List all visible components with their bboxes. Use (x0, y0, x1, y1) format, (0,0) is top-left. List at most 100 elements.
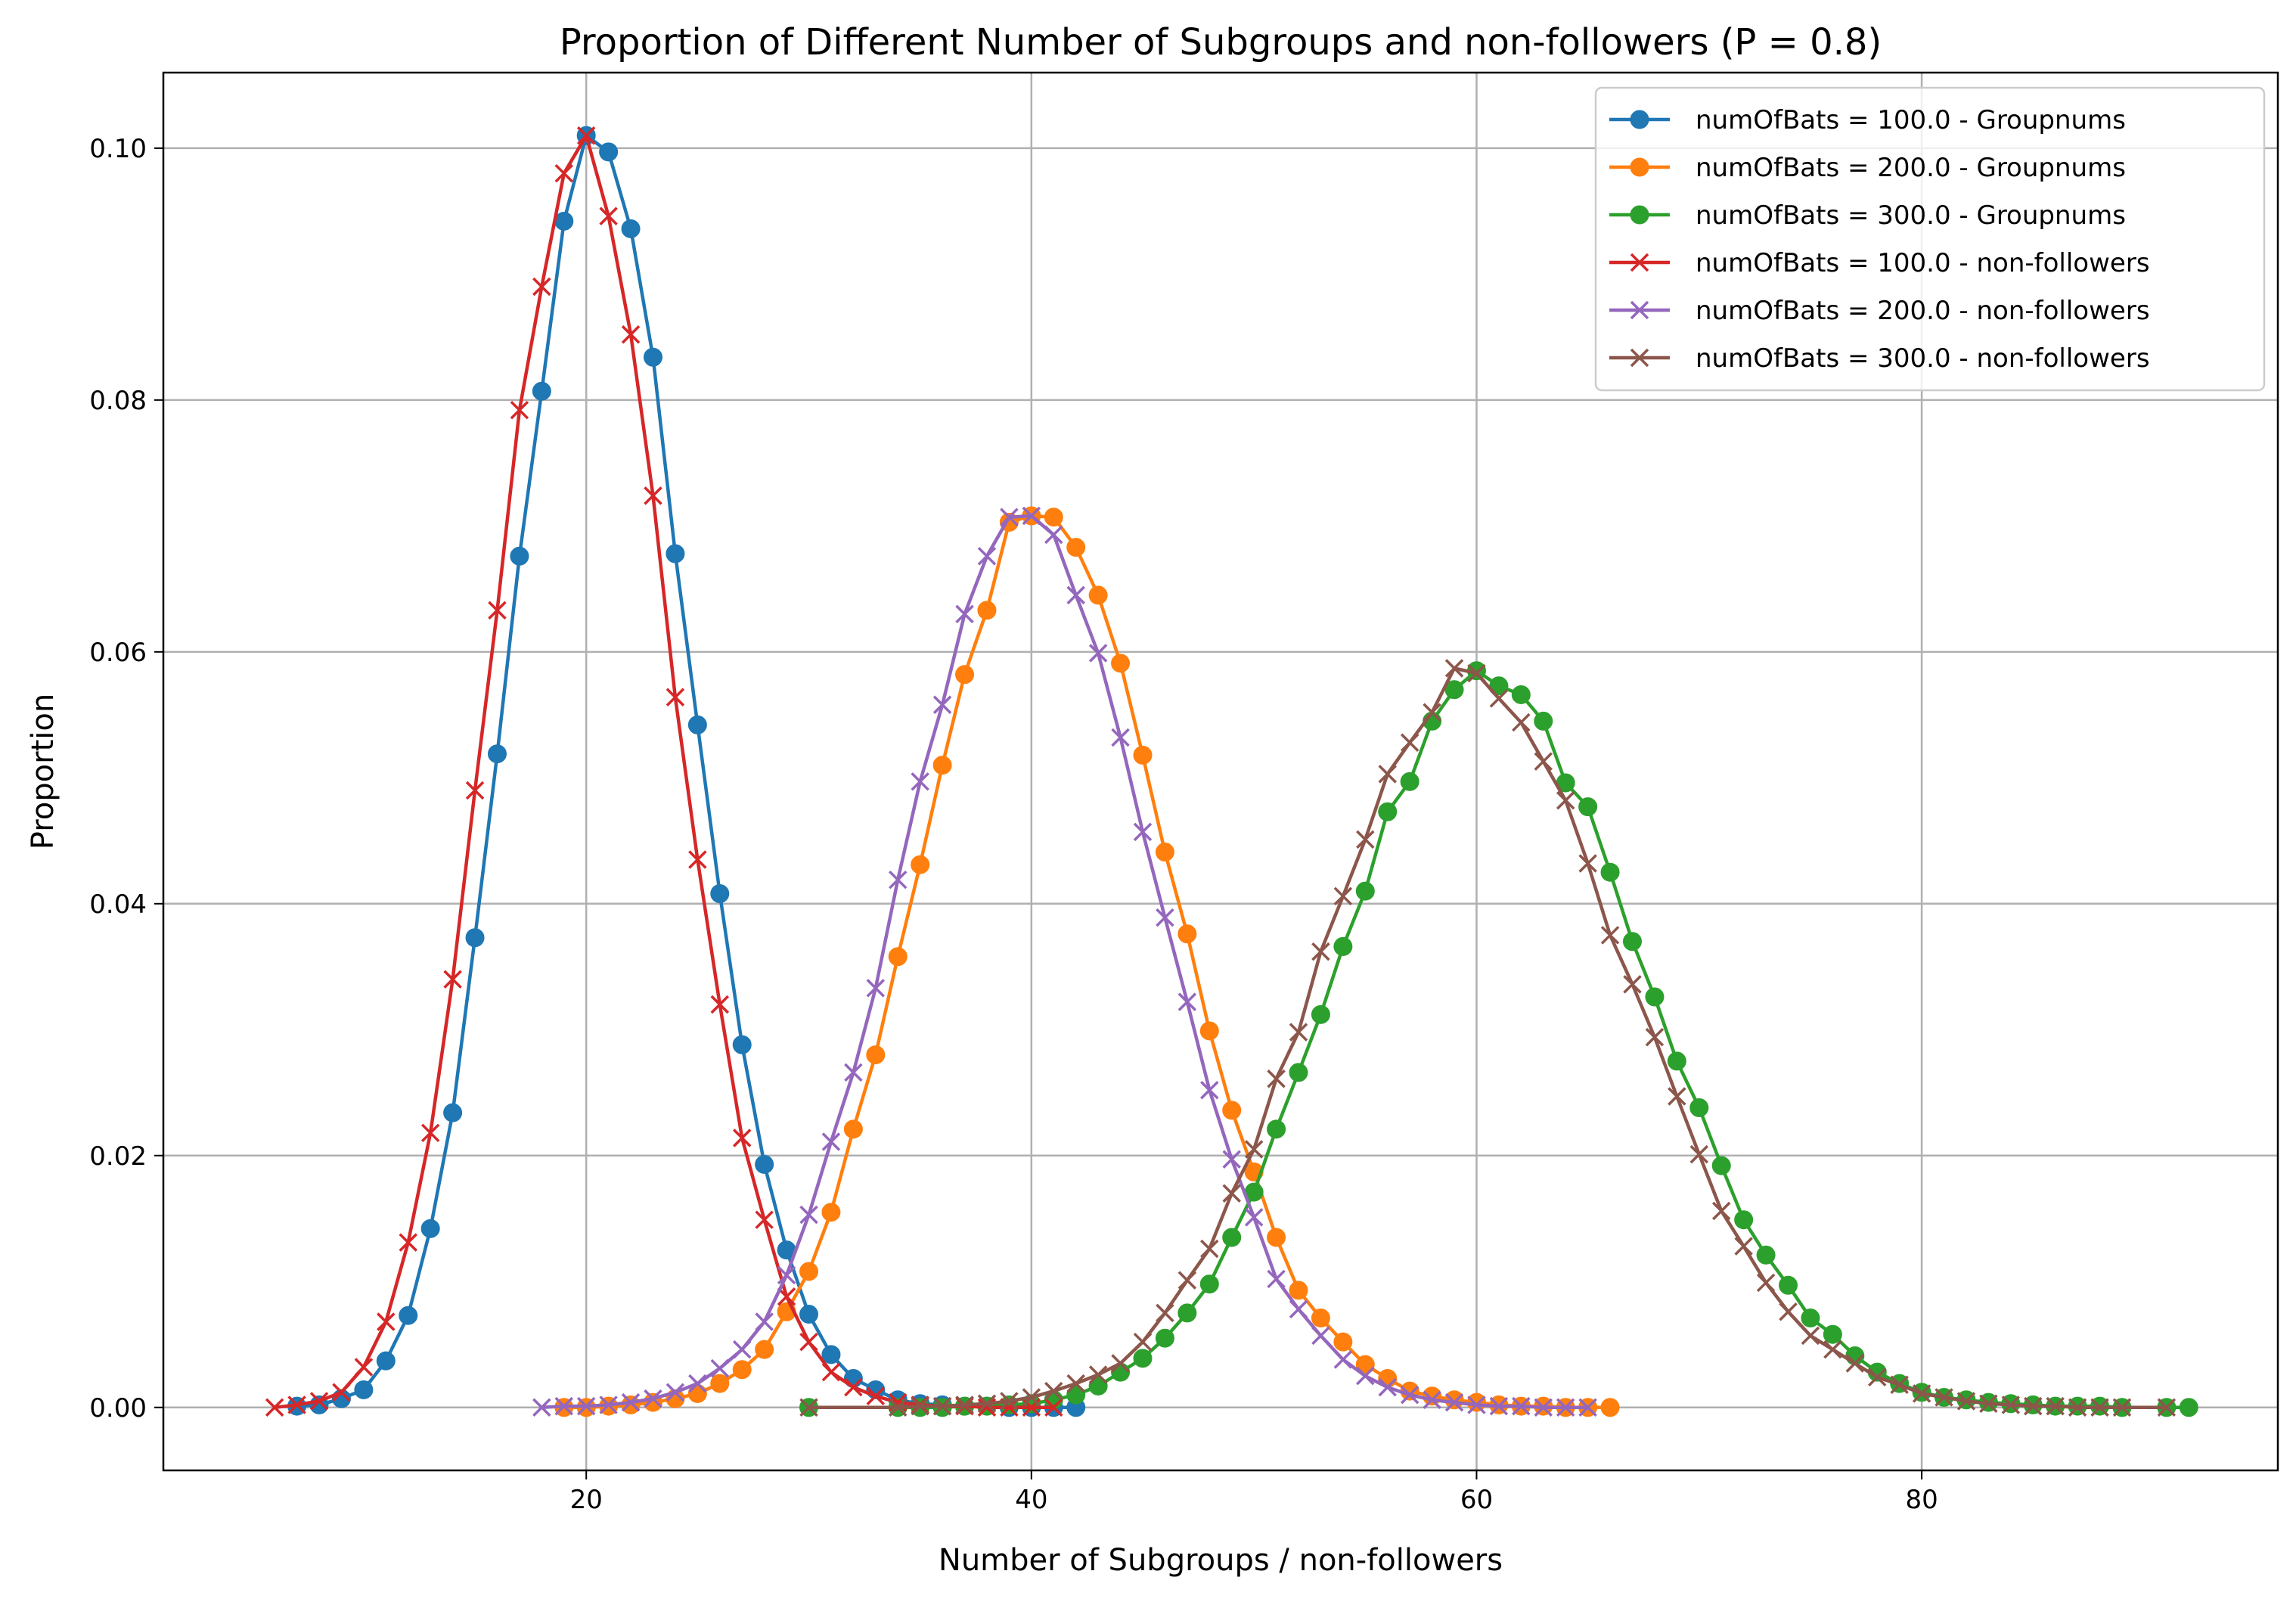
legend-label: numOfBats = 100.0 - non-followers (1696, 248, 2150, 278)
series-line (808, 666, 2167, 1410)
data-point-circle (1267, 1228, 1286, 1247)
data-point-circle (1511, 685, 1531, 704)
data-point-x (1867, 1368, 1887, 1387)
data-point-x (2001, 1396, 2021, 1414)
data-point-x (955, 604, 974, 624)
data-point-x (710, 995, 730, 1014)
data-point-x (1156, 908, 1174, 927)
data-point-x (1088, 644, 1108, 663)
data-point-circle (755, 1154, 774, 1174)
data-point-x (799, 1398, 818, 1417)
data-point-x (1222, 1150, 1241, 1169)
data-point-x (732, 1340, 752, 1359)
data-point-x (1756, 1273, 1776, 1293)
data-point-circle (843, 1119, 863, 1139)
data-point-circle (1378, 802, 1398, 821)
data-point-circle (599, 142, 619, 162)
data-point-circle (1311, 1004, 1330, 1024)
legend-swatch-marker (1630, 157, 1649, 177)
data-point-x (889, 870, 908, 889)
legend-entry: numOfBats = 100.0 - Groupnums (1609, 105, 2126, 135)
data-point-circle (1155, 1328, 1174, 1348)
data-point-circle (821, 1345, 841, 1364)
data-point-x (354, 1358, 374, 1377)
legend: numOfBats = 100.0 - Groupnums numOfBats =… (1594, 86, 2266, 392)
data-point-circle (1066, 538, 1086, 557)
data-point-x (1177, 992, 1197, 1011)
data-point-x (1088, 1365, 1108, 1384)
data-point-x (1444, 659, 1464, 678)
data-point-x (1578, 854, 1597, 873)
data-point-x (399, 1233, 417, 1252)
data-point-circle (1222, 1228, 1242, 1247)
data-point-x (576, 126, 596, 145)
data-point-circle (732, 1035, 752, 1054)
data-point-x (710, 1358, 730, 1378)
data-point-x (1711, 1201, 1731, 1221)
data-point-x (1022, 1388, 1041, 1407)
legend-frame (1594, 86, 2266, 392)
data-point-circle (1756, 1245, 1776, 1265)
data-point-x (866, 1386, 886, 1406)
data-point-circle (354, 1380, 374, 1399)
data-point-x (621, 1392, 641, 1412)
data-point-x (1356, 1366, 1375, 1386)
data-point-x (911, 772, 929, 791)
data-point-x (1489, 1396, 1509, 1416)
data-point-x (1534, 752, 1553, 771)
y-tick-label: 0.08 (89, 386, 147, 416)
x-tick-label: 40 (1015, 1485, 1047, 1515)
data-point-x (1512, 713, 1531, 732)
data-point-x (532, 1398, 551, 1417)
data-point-x (1133, 822, 1153, 842)
data-point-x (1623, 975, 1642, 994)
data-point-x (799, 1205, 818, 1225)
y-tick-label: 0.10 (89, 134, 147, 164)
data-point-x (1645, 1028, 1665, 1047)
data-point-x (1066, 585, 1085, 605)
data-point-circle (1600, 1398, 1620, 1417)
data-point-circle (1311, 1309, 1330, 1328)
data-point-circle (1779, 1275, 1798, 1295)
data-point-x (732, 1129, 752, 1147)
data-point-x (1890, 1375, 1909, 1395)
data-point-x (1556, 791, 1575, 810)
series-6 (799, 659, 2177, 1417)
data-point-circle (977, 601, 997, 620)
y-axis-label: Proportion (26, 694, 61, 849)
data-point-x (510, 400, 529, 420)
data-point-x (1512, 1396, 1531, 1416)
data-point-circle (1088, 1376, 1108, 1396)
legend-entry: numOfBats = 300.0 - non-followers (1609, 343, 2150, 374)
data-point-circle (1400, 772, 1419, 791)
data-point-x (532, 277, 551, 296)
data-point-x (420, 1123, 440, 1143)
data-point-circle (443, 1103, 463, 1122)
data-point-circle (1423, 1386, 1442, 1406)
legend-label: numOfBats = 300.0 - Groupnums (1696, 200, 2126, 231)
data-point-x (265, 1398, 284, 1417)
data-point-x (1022, 506, 1041, 526)
data-point-x (309, 1392, 329, 1411)
data-point-circle (955, 665, 975, 685)
data-point-x (1044, 525, 1063, 545)
y-tick-label: 0.02 (89, 1141, 147, 1172)
data-point-circle (1199, 1274, 1219, 1294)
x-tick-label: 20 (570, 1485, 603, 1515)
data-point-circle (399, 1306, 418, 1325)
data-point-circle (666, 544, 685, 563)
data-point-x (688, 850, 707, 869)
data-point-circle (687, 715, 707, 734)
data-point-x (377, 1312, 396, 1331)
data-point-x (1289, 1299, 1308, 1319)
data-point-x (2068, 1398, 2087, 1417)
data-point-x (2157, 1398, 2177, 1417)
data-point-x (1779, 1302, 1798, 1321)
data-point-x (332, 1383, 351, 1402)
data-point-x (1000, 508, 1019, 526)
data-point-circle (487, 744, 507, 764)
data-point-x (1845, 1354, 1865, 1373)
data-point-x (799, 1332, 818, 1352)
data-point-circle (532, 381, 551, 401)
